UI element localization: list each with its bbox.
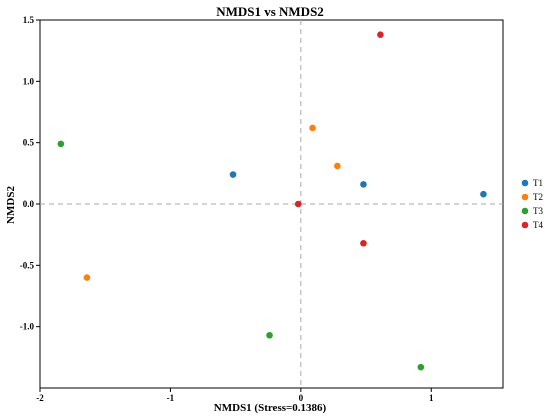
y-tick-label: 1.0 <box>23 76 35 86</box>
data-point-t2 <box>83 274 91 281</box>
y-tick-label: 0.0 <box>23 199 35 209</box>
x-tick-label: -2 <box>36 393 44 403</box>
data-point-t4 <box>377 31 384 39</box>
data-point-t2 <box>309 124 316 132</box>
x-tick-label: -1 <box>167 393 175 403</box>
data-point-t2 <box>334 162 341 170</box>
chart-title: NMDS1 vs NMDS2 <box>216 4 324 19</box>
x-axis-label: NMDS1 (Stress=0.1386) <box>214 402 327 414</box>
legend: T1 T2 T3 T4 <box>521 178 543 230</box>
y-tick-label: -1.0 <box>20 322 35 332</box>
legend-marker-t3 <box>521 207 529 215</box>
x-tick-label: 0 <box>299 393 304 403</box>
legend-label-t3: T3 <box>533 206 543 216</box>
data-point-t3 <box>417 363 425 371</box>
data-point-t1 <box>480 190 487 198</box>
legend-label-t4: T4 <box>533 220 543 230</box>
y-axis-label: NMDS2 <box>5 186 17 224</box>
data-point-t3 <box>57 140 65 148</box>
x-tick-label: 1 <box>429 393 434 403</box>
y-tick-label: -0.5 <box>20 260 35 270</box>
data-point-t4 <box>294 200 302 208</box>
y-tick-label: 1.5 <box>23 15 35 25</box>
data-point-t1 <box>360 181 367 188</box>
legend-label-t1: T1 <box>533 178 543 188</box>
legend-marker-t4 <box>521 221 529 229</box>
legend-marker-t2 <box>521 193 529 201</box>
data-point-t3 <box>266 331 273 339</box>
legend-label-t2: T2 <box>533 192 543 202</box>
legend-marker-t1 <box>521 179 529 187</box>
y-tick-label: 0.5 <box>23 138 35 148</box>
data-point-t1 <box>229 171 237 178</box>
data-point-t4 <box>360 239 367 247</box>
